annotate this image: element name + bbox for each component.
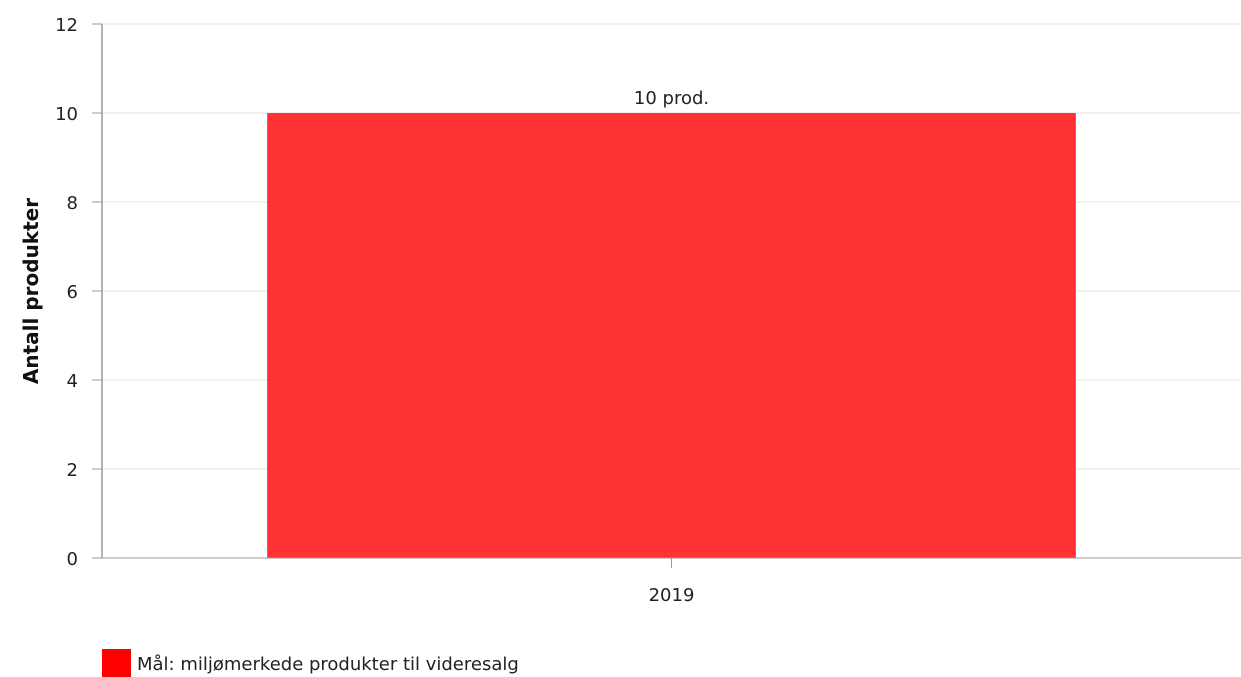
y-tick-label: 0 (67, 549, 78, 570)
y-tick-label: 2 (67, 460, 78, 481)
y-tick-label: 8 (67, 193, 78, 214)
y-tick-label: 4 (67, 371, 78, 392)
labels: 0 2 4 6 8 10 12 10 prod. 2019 (55, 15, 709, 606)
y-tick-label: 12 (55, 15, 78, 36)
x-tick-label: 2019 (649, 585, 695, 606)
legend[interactable]: Mål: miljømerkede produkter til videresa… (102, 649, 519, 677)
y-tick-label: 6 (67, 282, 78, 303)
legend-label[interactable]: Mål: miljømerkede produkter til videresa… (137, 654, 519, 675)
legend-swatch[interactable] (102, 649, 131, 677)
bars (267, 113, 1076, 558)
bar[interactable] (267, 113, 1076, 558)
bar-data-label: 10 prod. (634, 88, 709, 109)
axes (92, 23, 1241, 568)
y-tick-label: 10 (55, 104, 78, 125)
y-axis-title: Antall produkter (19, 198, 43, 384)
